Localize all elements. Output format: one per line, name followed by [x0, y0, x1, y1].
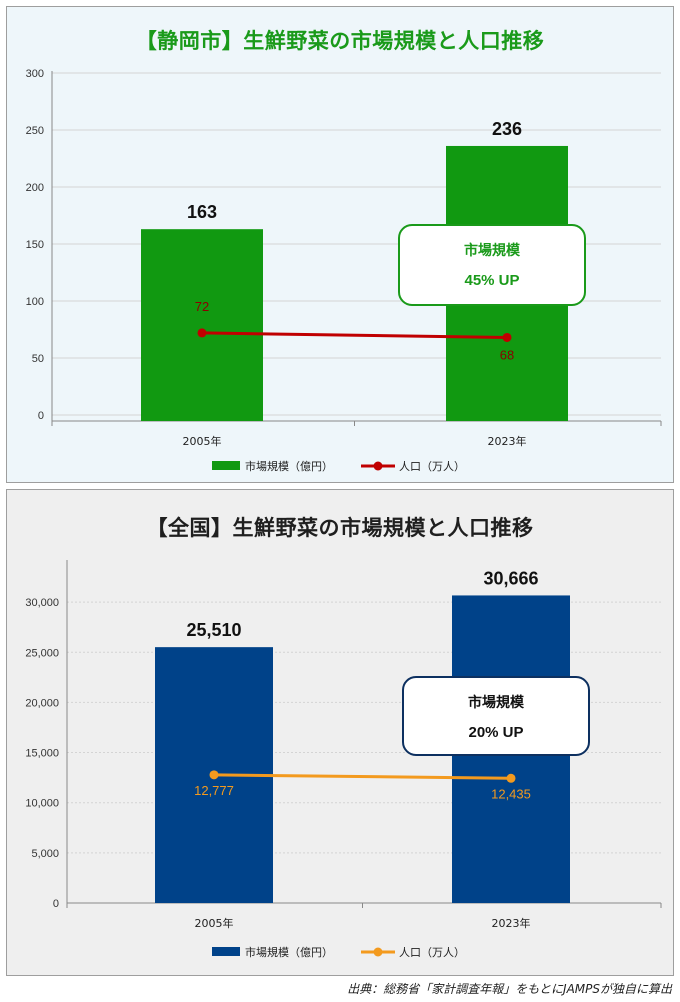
- y-tick-label: 5,000: [31, 848, 59, 860]
- line-point: [209, 770, 219, 780]
- y-tick-label: 0: [53, 898, 59, 910]
- line-point: [197, 328, 207, 338]
- callout-label: 市場規模: [468, 694, 525, 711]
- legend-swatch-bar: [212, 947, 240, 956]
- chart-title: 【静岡市】生鮮野菜の市場規模と人口推移: [135, 29, 545, 53]
- y-tick-label: 300: [26, 68, 44, 80]
- line-series: [213, 773, 512, 780]
- legend-swatch-bar: [212, 461, 240, 470]
- y-tick-label: 200: [26, 182, 44, 194]
- bar-value-label: 25,510: [186, 620, 241, 640]
- bar-value-label: 30,666: [483, 568, 538, 588]
- legend-label-bar: 市場規模（億円）: [245, 945, 333, 959]
- y-tick-label: 15,000: [25, 748, 59, 760]
- callout-box: [398, 224, 586, 306]
- legend-swatch-marker: [373, 461, 383, 471]
- legend-label-line: 人口（万人）: [399, 460, 465, 473]
- x-category-label: 2023年: [488, 434, 527, 448]
- source-note: 出典：総務省「家計調査年報」をもとにJAMPSが独自に算出: [347, 982, 672, 996]
- chart-national: 0 5,000 10,000 15,000 20,000 25,000 30,000 25,5…: [25, 560, 662, 959]
- y-tick-label: 10,000: [25, 798, 59, 810]
- callout-value: 45% UP: [464, 272, 519, 289]
- legend-label-line: 人口（万人）: [399, 946, 465, 959]
- line-value-label: 68: [500, 347, 514, 362]
- line-value-label: 72: [195, 299, 209, 314]
- callout-value: 20% UP: [468, 724, 523, 741]
- y-tick-label: 150: [26, 239, 44, 251]
- x-category-label: 2005年: [183, 434, 222, 448]
- chart-panel-shizuoka: 【静岡市】生鮮野菜の市場規模と人口推移 0 50 100 150 200 250 300 16…: [6, 6, 674, 483]
- line-point: [502, 332, 512, 342]
- line-series: [201, 331, 508, 339]
- y-tick-label: 100: [26, 296, 44, 308]
- y-tick-label: 50: [32, 353, 44, 365]
- line-value-label: 12,777: [194, 783, 234, 798]
- chart-shizuoka: 0 50 100 150 200 250 300 163 236 2005年 2023年 72 68 市場…: [26, 68, 662, 473]
- bar-value-label: 163: [187, 202, 217, 222]
- x-category-label: 2023年: [492, 916, 531, 930]
- y-tick-label: 0: [38, 410, 44, 422]
- y-tick-label: 20,000: [25, 697, 59, 709]
- legend-swatch-marker: [373, 947, 383, 957]
- legend-label-bar: 市場規模（億円）: [245, 459, 333, 473]
- callout-label: 市場規模: [464, 242, 521, 259]
- x-category-label: 2005年: [195, 916, 234, 930]
- callout-box: [402, 676, 590, 756]
- line-value-label: 12,435: [491, 786, 531, 801]
- line-point: [506, 773, 516, 783]
- chart-panel-national: 【全国】生鮮野菜の市場規模と人口推移 0 5,000 10,000 15,000 20,…: [6, 489, 674, 976]
- bar: [141, 229, 263, 421]
- y-tick-label: 30,000: [25, 597, 59, 609]
- bar-value-label: 236: [492, 119, 522, 139]
- y-tick-label: 250: [26, 125, 44, 137]
- y-tick-label: 25,000: [25, 647, 59, 659]
- chart-title: 【全国】生鮮野菜の市場規模と人口推移: [146, 516, 534, 540]
